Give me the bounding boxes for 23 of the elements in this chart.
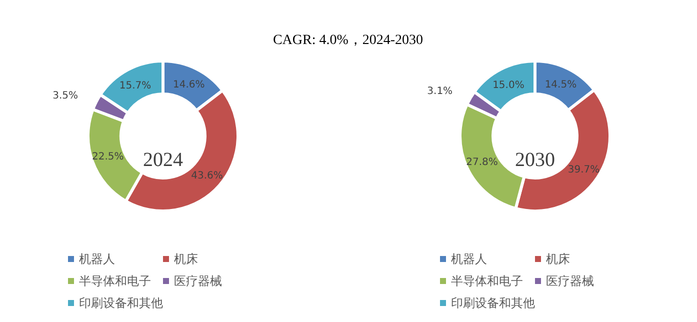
- text: 2030: [515, 149, 555, 171]
- legend-label: 医疗器械: [174, 274, 222, 288]
- data-label: 43.6%: [191, 170, 223, 182]
- legend-label: 机器人: [79, 252, 115, 266]
- data-label: 27.8%: [466, 156, 498, 168]
- data-label: 3.1%: [427, 86, 453, 97]
- text: 2024: [143, 149, 183, 171]
- data-label: 15.0%: [492, 80, 524, 91]
- data-label: 22.5%: [92, 152, 124, 163]
- legend-label: 机床: [174, 252, 198, 266]
- data-label: 15.7%: [119, 80, 152, 92]
- legend-label: 印刷设备和其他: [79, 296, 163, 310]
- data-label: 14.5%: [544, 79, 577, 90]
- text: CAGR: 4.0%，2024-2030: [272, 33, 424, 48]
- legend-label: 印刷设备和其他: [451, 296, 535, 310]
- legend-label: 半导体和电子: [451, 274, 523, 288]
- legend-label: 医疗器械: [546, 274, 594, 288]
- legend-label: 机器人: [451, 252, 487, 266]
- legend-label: 机床: [546, 252, 570, 266]
- data-label: 14.6%: [173, 80, 205, 91]
- data-label: 3.5%: [52, 90, 78, 102]
- data-label: 39.7%: [568, 164, 600, 176]
- legend-label: 半导体和电子: [79, 274, 151, 288]
